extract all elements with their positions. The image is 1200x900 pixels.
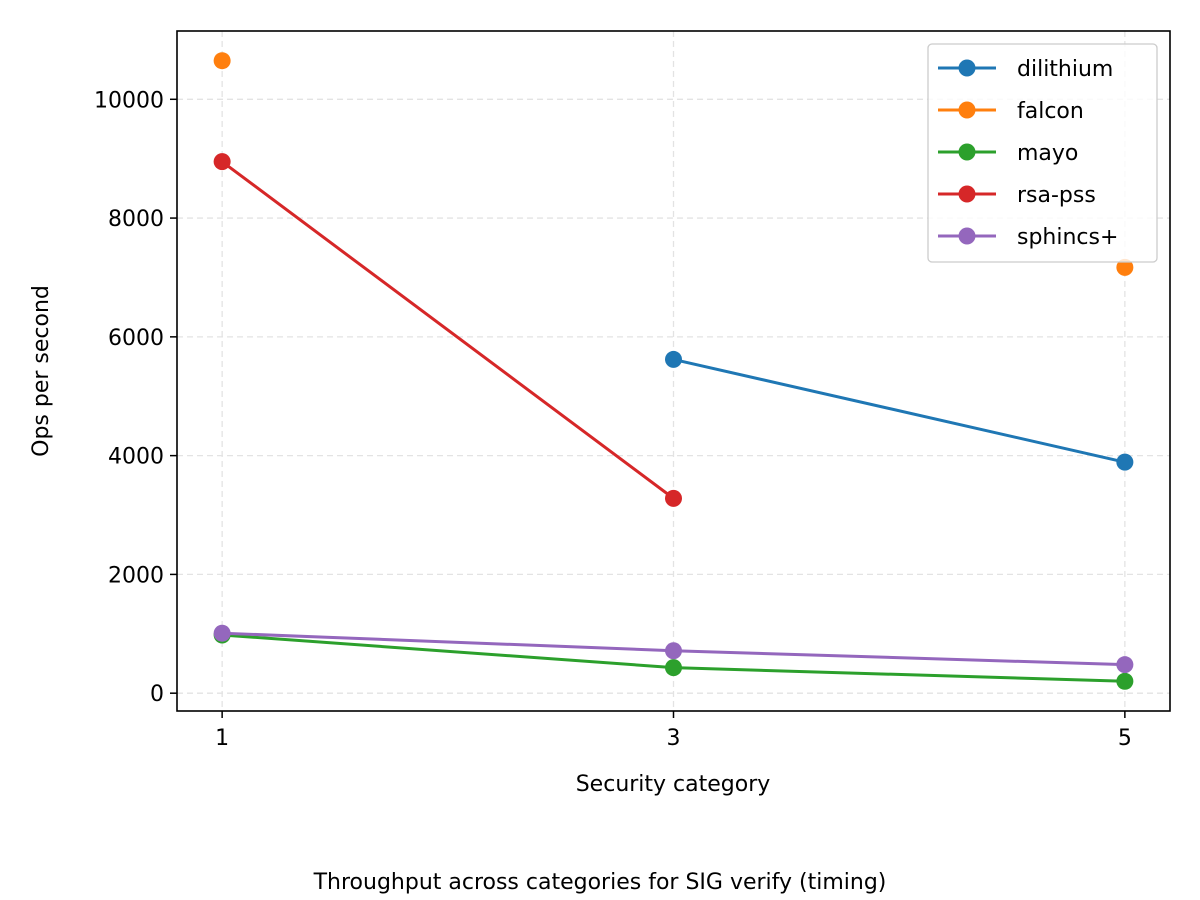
y-tick-label: 0	[150, 682, 164, 707]
data-point	[665, 642, 682, 660]
data-point	[665, 350, 682, 368]
data-point	[1116, 656, 1134, 674]
y-axis: 0 2000 4000 6000 8000 10000	[94, 88, 177, 707]
legend-box	[927, 43, 1158, 263]
y-tick-label: 4000	[108, 445, 164, 470]
legend-marker	[958, 59, 976, 77]
data-point	[1116, 258, 1134, 276]
legend: dilithium falcon mayo rsa-pss sphincs+	[927, 43, 1158, 263]
x-axis-title: Security category	[576, 772, 771, 797]
x-tick-label: 1	[215, 726, 229, 751]
data-point	[1116, 453, 1134, 471]
legend-label: sphincs+	[1017, 225, 1118, 250]
legend-label: rsa-pss	[1017, 183, 1096, 208]
series-line	[672, 357, 1127, 464]
chart-caption: Throughput across categories for SIG ver…	[313, 870, 887, 895]
legend-label: falcon	[1017, 99, 1084, 124]
legend-item-dilithium: dilithium	[938, 57, 1113, 82]
x-axis: 1 3 5	[215, 711, 1132, 751]
data-point	[665, 659, 682, 677]
y-tick-label: 10000	[94, 88, 164, 113]
data-point	[213, 153, 231, 171]
y-tick-label: 6000	[108, 326, 164, 351]
data-point	[213, 624, 231, 642]
legend-item-sphincs+: sphincs+	[938, 225, 1118, 250]
y-tick-label: 8000	[108, 207, 164, 232]
legend-item-rsa-pss: rsa-pss	[938, 183, 1096, 208]
legend-marker	[958, 185, 976, 203]
legend-marker	[958, 101, 976, 119]
y-axis-title: Ops per second	[29, 285, 54, 457]
series-dilithium	[665, 350, 1134, 471]
legend-label: dilithium	[1017, 57, 1113, 82]
series-rsa-pss	[213, 153, 682, 507]
series-layer	[213, 52, 1134, 690]
series-sphincs+	[213, 624, 1134, 674]
x-tick-label: 3	[667, 726, 681, 751]
legend-item-falcon: falcon	[938, 99, 1084, 124]
series-falcon	[213, 52, 1134, 276]
data-point	[665, 489, 682, 507]
legend-marker	[958, 143, 976, 161]
legend-item-mayo: mayo	[938, 141, 1078, 166]
x-tick-label: 5	[1118, 726, 1132, 751]
y-tick-label: 2000	[108, 563, 164, 588]
data-point	[213, 52, 231, 70]
legend-marker	[958, 227, 976, 245]
legend-label: mayo	[1017, 141, 1078, 166]
series-line	[220, 160, 675, 500]
data-point	[1116, 672, 1134, 690]
